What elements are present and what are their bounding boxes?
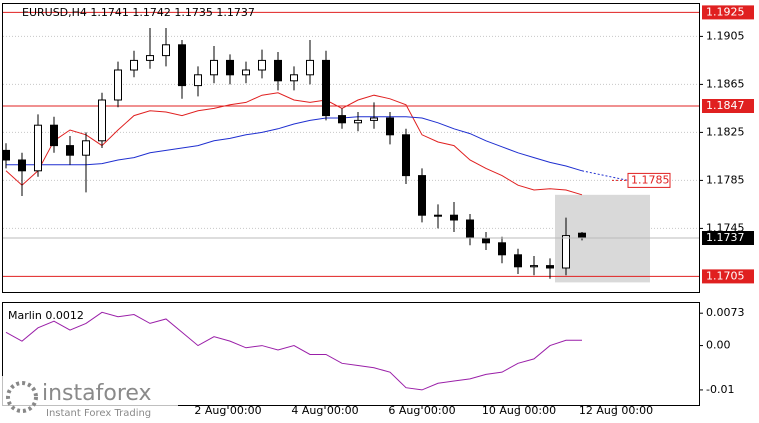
candle-body	[482, 237, 490, 244]
candle-body	[498, 242, 506, 256]
candle-body	[146, 55, 154, 61]
watermark-logo	[6, 381, 38, 413]
candle-body	[402, 134, 410, 177]
candle-body	[418, 175, 426, 216]
candle-body	[322, 59, 330, 117]
y-tick-label: 0.00	[706, 339, 731, 352]
y-tick-label: 1.1825	[706, 125, 745, 138]
plot-layer: 1.19051.18651.18251.17851.17451.19251.18…	[2, 5, 754, 417]
candle-body	[2, 149, 10, 161]
main-pane	[2, 3, 700, 293]
candle-body	[194, 74, 202, 87]
candle-body	[98, 99, 106, 142]
level-label: 1.1705	[706, 269, 745, 282]
candle-body	[82, 140, 90, 156]
candle-body	[114, 69, 122, 101]
candle-body	[306, 59, 314, 76]
candle-body	[578, 232, 586, 239]
candle-body	[450, 214, 458, 221]
level-label-box	[702, 5, 754, 20]
candle-body	[66, 145, 74, 156]
candle-body	[274, 59, 282, 82]
candle-body	[530, 265, 538, 268]
candle-body	[34, 124, 42, 172]
x-tick-label: 4 Aug 00:00	[291, 404, 358, 417]
zone	[555, 194, 650, 283]
y-tick-label: 1.1785	[706, 173, 745, 186]
candle-body	[226, 59, 234, 76]
moving-average	[6, 116, 583, 172]
level-label: 1.1847	[706, 99, 745, 112]
candle-body	[434, 214, 442, 217]
level-label-box	[702, 269, 754, 284]
chart-title: EURUSD,H4 1.1741 1.1742 1.1735 1.1737	[22, 6, 255, 19]
y-tick-label: 0.0073	[706, 306, 745, 319]
candle-body	[50, 124, 58, 147]
candle-body	[514, 254, 522, 268]
candle-body	[210, 59, 218, 76]
x-tick-label: 12 Aug 00:00	[579, 404, 653, 417]
candle-body	[242, 69, 250, 76]
y-tick-label: 1.1905	[706, 29, 745, 42]
level-label-box	[702, 99, 754, 113]
candle-body	[290, 74, 298, 82]
candle-body	[130, 59, 138, 71]
candle-body	[370, 117, 378, 121]
candle-body	[562, 235, 570, 269]
last-price-label: 1.1737	[706, 231, 745, 244]
candle-body	[546, 265, 554, 269]
candle-body	[18, 159, 26, 172]
indicator-line	[5, 311, 582, 391]
watermark-tagline: Instant Forex Trading	[46, 408, 151, 419]
candle-body	[386, 117, 394, 136]
candle-body	[162, 44, 170, 57]
y-tick-label: 1.1865	[706, 77, 745, 90]
watermark: instaforex Instant Forex Trading	[0, 376, 178, 423]
candle-body	[338, 115, 346, 124]
x-tick-label: 10 Aug 00:00	[482, 404, 556, 417]
x-tick-label: 6 Aug 00:00	[388, 404, 455, 417]
indicator-pane	[2, 302, 700, 406]
last-price-box	[702, 231, 754, 245]
candle-body	[354, 119, 362, 124]
indicator-title: Marlin 0.0012	[8, 309, 84, 322]
candle-body	[258, 59, 266, 71]
y-tick-label: -0.01	[706, 383, 734, 396]
projection-label: 1.1785	[631, 173, 670, 186]
candle-body	[178, 44, 186, 87]
candle-body	[466, 219, 474, 239]
watermark-name: instaforex	[42, 381, 152, 406]
level-label: 1.1925	[706, 5, 745, 18]
projection-label-box	[627, 172, 671, 188]
x-tick-label: 2 Aug 00:00	[194, 404, 261, 417]
